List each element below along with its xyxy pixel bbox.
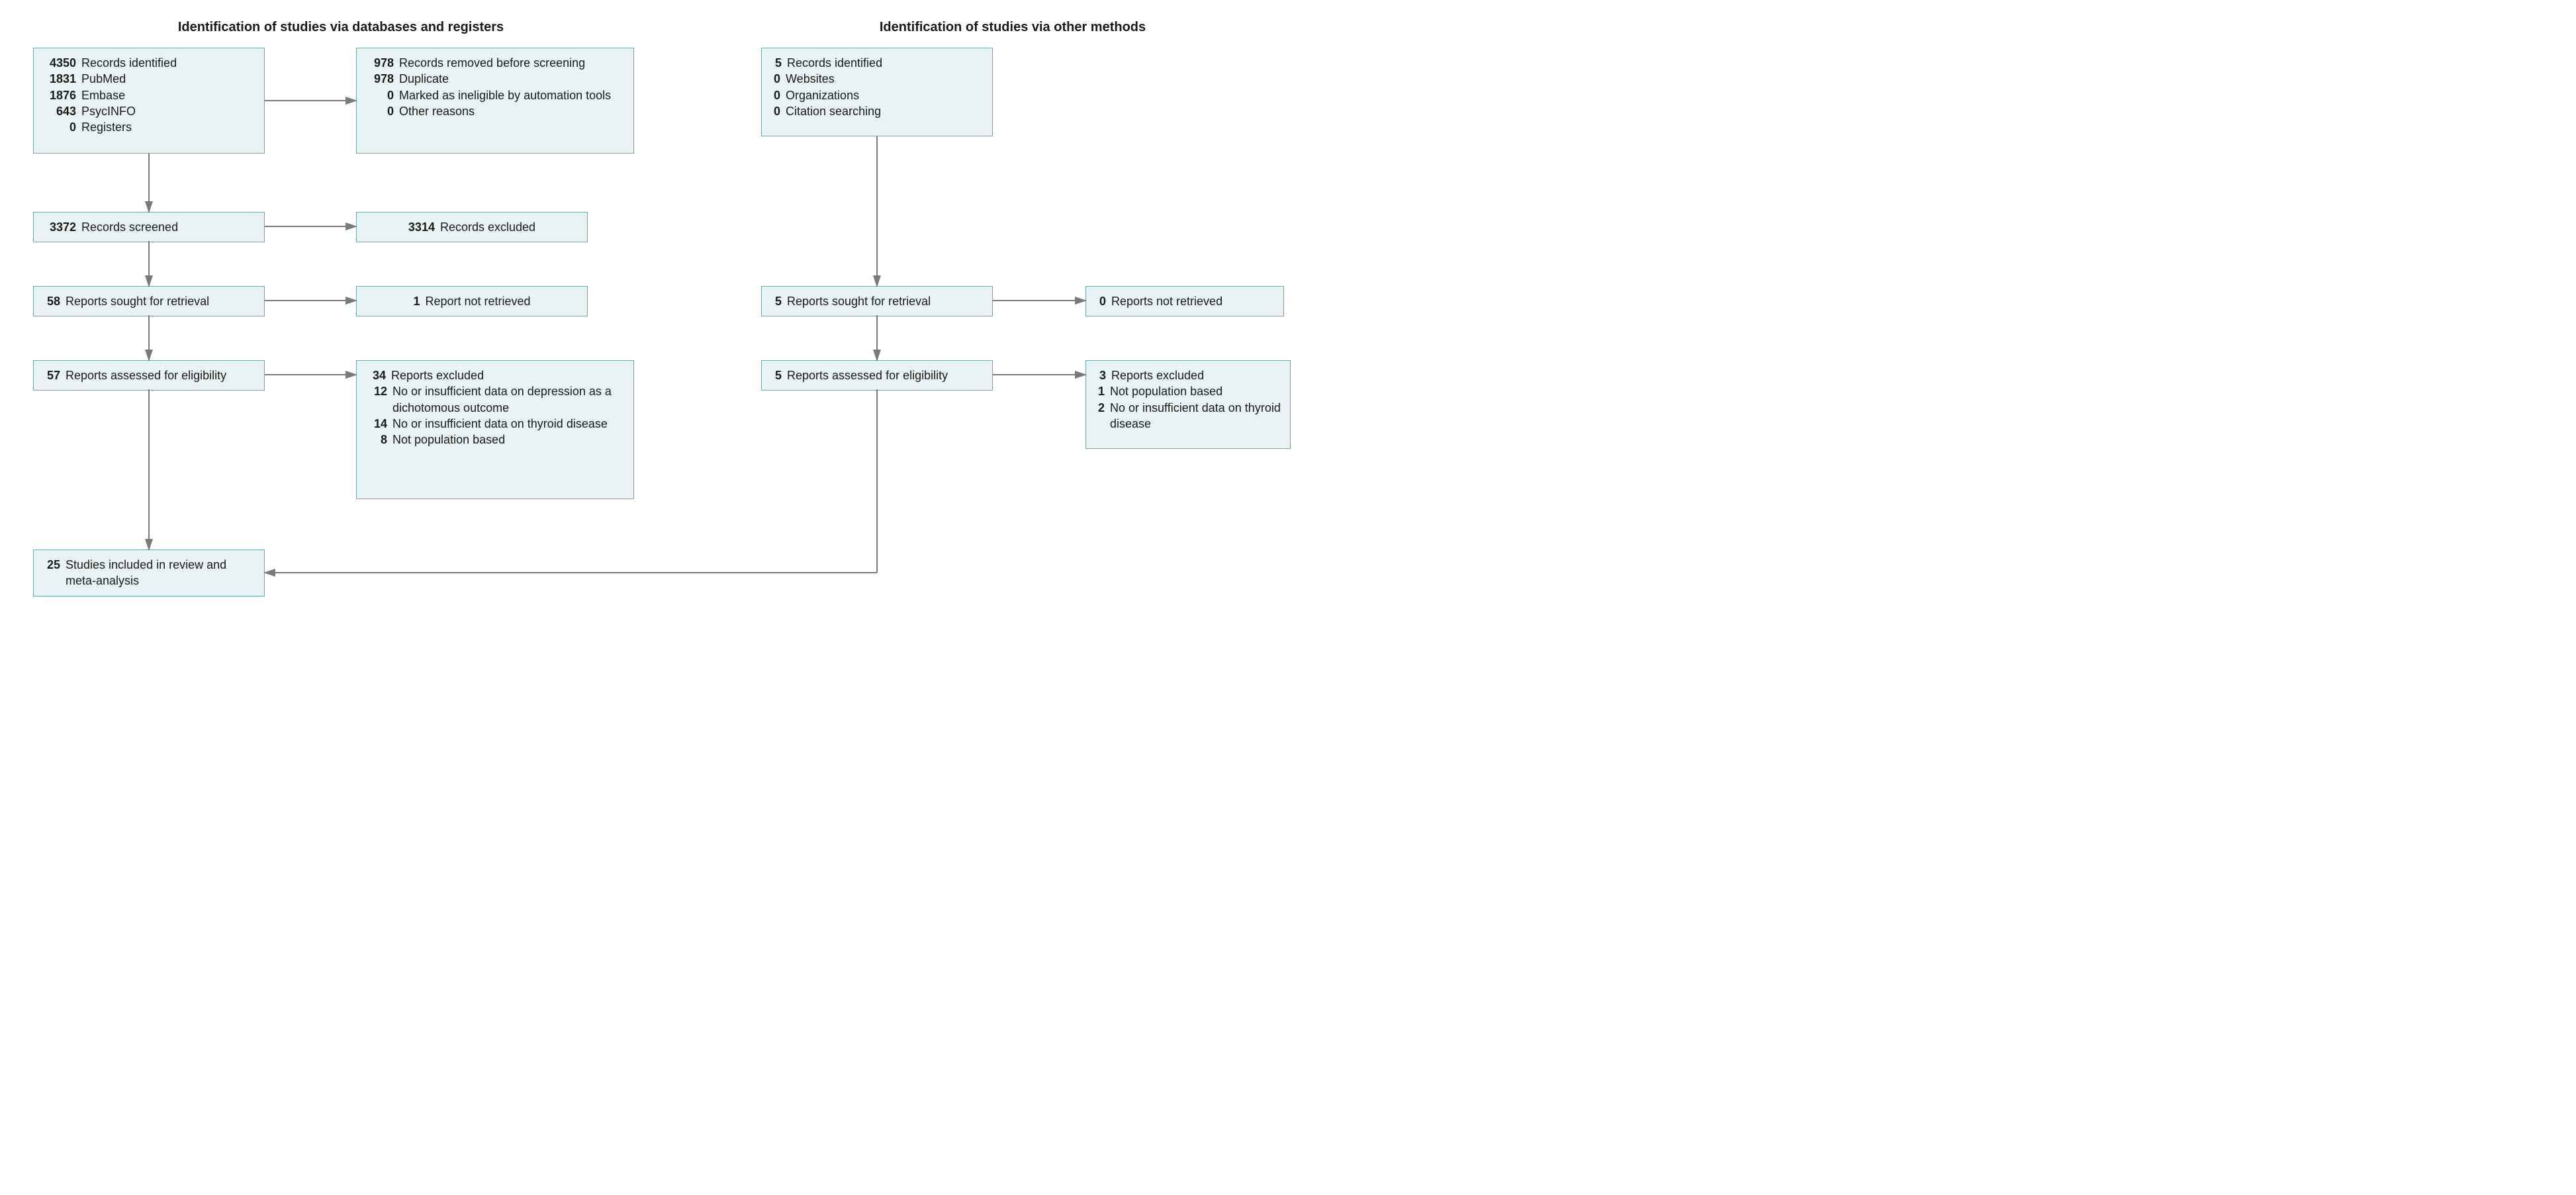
sub-num: 0 xyxy=(50,119,81,135)
sub-label: Embase xyxy=(81,87,125,103)
sub-num: 1876 xyxy=(50,87,81,103)
sub-list: 0Websites0Organizations0Citation searchi… xyxy=(774,71,983,119)
num: 57 xyxy=(43,367,66,383)
box-right-assessed-excluded: 3 Reports excluded 1Not population based… xyxy=(1085,360,1291,449)
sub-num: 978 xyxy=(373,71,399,87)
label: Reports excluded xyxy=(1111,367,1204,383)
sub-num: 0 xyxy=(774,103,786,119)
label: Records identified xyxy=(81,55,177,71)
label: Report not retrieved xyxy=(425,293,530,309)
sub-row: 14No or insufficient data on thyroid dis… xyxy=(373,416,624,432)
num: 3 xyxy=(1095,367,1111,383)
header-right: Identification of studies via other meth… xyxy=(860,20,1165,35)
sub-num: 0 xyxy=(373,103,399,119)
box-left-assessed: 57 Reports assessed for eligibility xyxy=(33,360,265,391)
label: Reports assessed for eligibility xyxy=(66,367,226,383)
sub-label: Not population based xyxy=(392,432,505,448)
sub-label: Registers xyxy=(81,119,132,135)
box-left-sought: 58 Reports sought for retrieval xyxy=(33,286,265,316)
sub-row: 0Other reasons xyxy=(373,103,624,119)
sub-num: 1831 xyxy=(50,71,81,87)
label: Reports assessed for eligibility xyxy=(787,367,948,383)
sub-num: 2 xyxy=(1098,400,1110,432)
header-left: Identification of studies via databases … xyxy=(159,20,523,35)
label: Reports excluded xyxy=(391,367,484,383)
sub-num: 0 xyxy=(373,87,399,103)
num: 34 xyxy=(366,367,391,383)
sub-row: 0Citation searching xyxy=(774,103,983,119)
box-right-sought-excluded: 0 Reports not retrieved xyxy=(1085,286,1284,316)
sub-label: Duplicate xyxy=(399,71,449,87)
label: Reports sought for retrieval xyxy=(66,293,209,309)
box-left-removed: 978 Records removed before screening 978… xyxy=(356,48,634,154)
sub-list: 1Not population based2No or insufficient… xyxy=(1098,383,1281,432)
label: Reports not retrieved xyxy=(1111,293,1222,309)
box-left-assessed-excluded: 34 Reports excluded 12No or insufficient… xyxy=(356,360,634,499)
num: 58 xyxy=(43,293,66,309)
label: Records removed before screening xyxy=(399,55,585,71)
box-left-screened-excluded: 3314 Records excluded xyxy=(356,212,588,242)
box-right-sought: 5 Reports sought for retrieval xyxy=(761,286,993,316)
box-included: 25 Studies included in review and meta-a… xyxy=(33,550,265,597)
label: Records screened xyxy=(81,219,178,235)
sub-label: Other reasons xyxy=(399,103,475,119)
box-right-assessed: 5 Reports assessed for eligibility xyxy=(761,360,993,391)
sub-num: 643 xyxy=(50,103,81,119)
label: Studies included in review and meta-anal… xyxy=(66,557,255,589)
num: 1 xyxy=(413,293,425,309)
num: 4350 xyxy=(43,55,81,71)
sub-row: 978Duplicate xyxy=(373,71,624,87)
sub-num: 1 xyxy=(1098,383,1110,399)
sub-label: Websites xyxy=(786,71,835,87)
sub-row: 1831PubMed xyxy=(50,71,255,87)
sub-row: 0Websites xyxy=(774,71,983,87)
sub-list: 1831PubMed1876Embase643PsycINFO0Register… xyxy=(50,71,255,135)
num: 5 xyxy=(771,55,787,71)
sub-label: Marked as ineligible by automation tools xyxy=(399,87,611,103)
box-left-screened: 3372 Records screened xyxy=(33,212,265,242)
sub-label: Not population based xyxy=(1110,383,1222,399)
sub-num: 12 xyxy=(373,383,392,416)
sub-num: 0 xyxy=(774,71,786,87)
num: 3314 xyxy=(408,219,440,235)
box-left-sought-excluded: 1 Report not retrieved xyxy=(356,286,588,316)
sub-row: 0Registers xyxy=(50,119,255,135)
label: Reports sought for retrieval xyxy=(787,293,931,309)
sub-row: 1Not population based xyxy=(1098,383,1281,399)
sub-label: No or insufficient data on thyroid disea… xyxy=(392,416,608,432)
sub-row: 12No or insufficient data on depression … xyxy=(373,383,624,416)
sub-row: 2No or insufficient data on thyroid dise… xyxy=(1098,400,1281,432)
num: 5 xyxy=(771,367,787,383)
num: 5 xyxy=(771,293,787,309)
num: 978 xyxy=(366,55,399,71)
num: 0 xyxy=(1095,293,1111,309)
sub-list: 978Duplicate0Marked as ineligible by aut… xyxy=(373,71,624,119)
sub-row: 0Marked as ineligible by automation tool… xyxy=(373,87,624,103)
num: 25 xyxy=(43,557,66,589)
sub-row: 643PsycINFO xyxy=(50,103,255,119)
sub-label: Citation searching xyxy=(786,103,881,119)
sub-label: No or insufficient data on depression as… xyxy=(392,383,624,416)
sub-num: 0 xyxy=(774,87,786,103)
box-right-identified: 5 Records identified 0Websites0Organizat… xyxy=(761,48,993,136)
sub-label: PubMed xyxy=(81,71,126,87)
sub-list: 12No or insufficient data on depression … xyxy=(373,383,624,448)
sub-label: Organizations xyxy=(786,87,859,103)
sub-num: 8 xyxy=(373,432,392,448)
num: 3372 xyxy=(43,219,81,235)
sub-row: 8Not population based xyxy=(373,432,624,448)
sub-row: 0Organizations xyxy=(774,87,983,103)
sub-label: PsycINFO xyxy=(81,103,136,119)
prisma-flow-diagram: Identification of studies via databases … xyxy=(20,20,1308,629)
box-left-identified: 4350 Records identified 1831PubMed1876Em… xyxy=(33,48,265,154)
sub-row: 1876Embase xyxy=(50,87,255,103)
label: Records identified xyxy=(787,55,882,71)
label: Records excluded xyxy=(440,219,535,235)
sub-num: 14 xyxy=(373,416,392,432)
sub-label: No or insufficient data on thyroid disea… xyxy=(1110,400,1281,432)
